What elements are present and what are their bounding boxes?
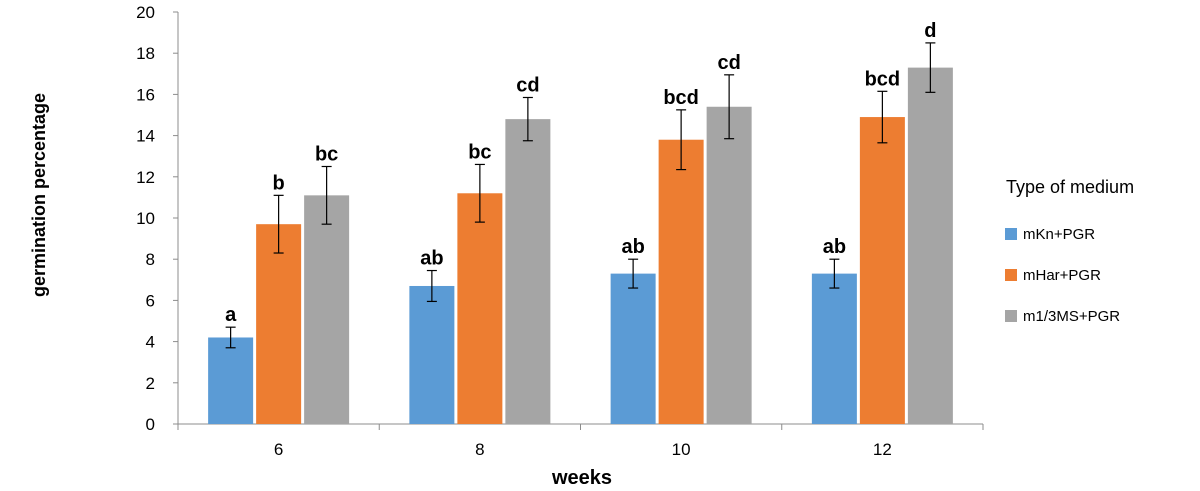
data-label: bc: [315, 144, 338, 166]
bar: [208, 337, 254, 424]
y-tick-label: 20: [136, 3, 155, 22]
legend-label: m1/3MS+PGR: [1023, 308, 1120, 325]
y-tick-label: 10: [136, 209, 155, 228]
legend-swatch: [1005, 228, 1017, 240]
y-tick-label: 12: [136, 168, 155, 187]
data-label: ab: [823, 236, 846, 258]
y-tick-label: 2: [146, 374, 155, 393]
data-label: bc: [468, 141, 491, 163]
data-label: cd: [717, 52, 740, 74]
bar: [256, 224, 302, 424]
data-label: bcd: [663, 87, 699, 109]
y-tick-label: 0: [146, 415, 155, 434]
bar: [811, 273, 857, 424]
data-label: cd: [516, 74, 539, 96]
y-axis-title: germination percentage: [29, 93, 49, 297]
x-tick-label: 12: [873, 440, 892, 459]
bar: [304, 195, 350, 424]
data-label: a: [225, 304, 237, 326]
data-label: b: [273, 172, 285, 194]
bar: [409, 285, 455, 424]
x-tick-label: 8: [475, 440, 484, 459]
x-tick-label: 10: [672, 440, 691, 459]
y-tick-label: 16: [136, 85, 155, 104]
data-label: ab: [420, 248, 443, 270]
bar: [907, 67, 953, 425]
legend: Type of medium mKn+PGR mHar+PGR m1/3MS+PGR: [1005, 177, 1134, 325]
bar: [610, 273, 656, 424]
data-label: ab: [621, 236, 644, 258]
x-tick-label: 6: [274, 440, 283, 459]
bar: [457, 193, 503, 424]
bar: [658, 139, 704, 424]
data-label: d: [924, 20, 936, 42]
bar: [706, 106, 752, 424]
y-tick-label: 8: [146, 250, 155, 269]
legend-swatch: [1005, 310, 1017, 322]
y-tick-label: 6: [146, 291, 155, 310]
y-tick-label: 4: [146, 333, 155, 352]
y-tick-label: 18: [136, 44, 155, 63]
x-axis-title: weeks: [551, 467, 612, 489]
legend-title: Type of medium: [1006, 177, 1134, 197]
data-label: bcd: [865, 68, 901, 90]
bar: [505, 119, 551, 425]
legend-label: mKn+PGR: [1023, 226, 1095, 243]
y-tick-label: 14: [136, 127, 155, 146]
bar: [859, 117, 905, 424]
legend-swatch: [1005, 269, 1017, 281]
legend-label: mHar+PGR: [1023, 267, 1101, 284]
